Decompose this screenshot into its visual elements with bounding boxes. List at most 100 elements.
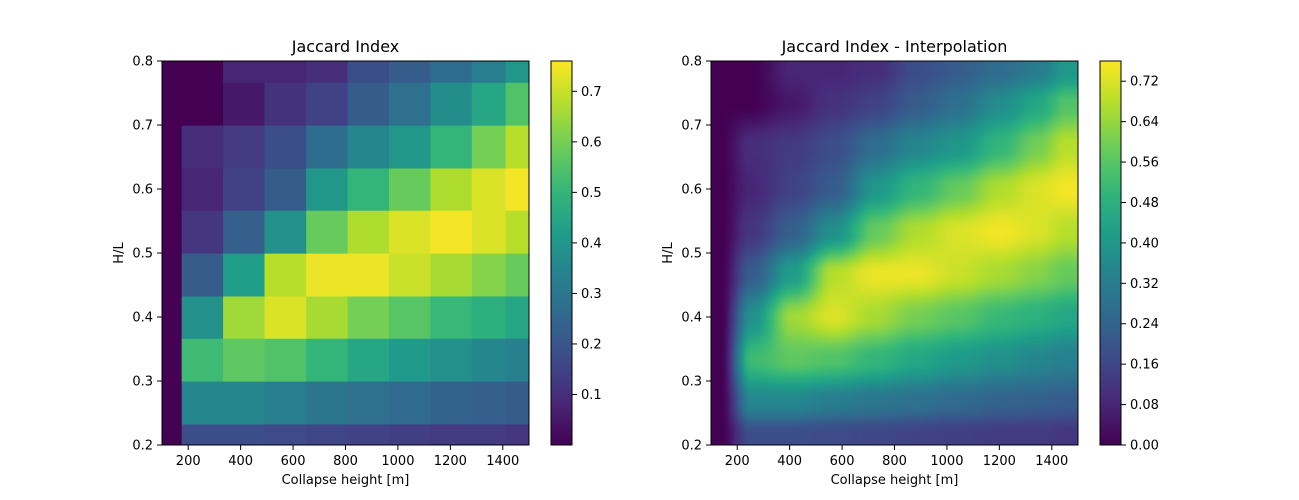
heatmap-cell xyxy=(471,338,507,382)
chart-title-right: Jaccard Index - Interpolation xyxy=(781,37,1008,56)
heatmap-cell xyxy=(306,338,349,382)
heatmap-cell xyxy=(430,82,473,126)
heatmap-cell xyxy=(430,381,473,425)
colorbar-tick-label: 0.00 xyxy=(1130,439,1159,454)
x-axis-left: 200 400 600 800 1000 1200 1400 xyxy=(176,445,519,469)
x-tick-label: 400 xyxy=(777,454,802,469)
heatmap-cell xyxy=(505,125,529,169)
heatmap-cell xyxy=(505,381,529,425)
heatmap-cell xyxy=(430,295,473,339)
colorbar-tick-label: 0.7 xyxy=(581,85,602,100)
heatmap-cell xyxy=(264,295,307,339)
heatmap-cell xyxy=(181,125,224,169)
heatmap-cell xyxy=(162,61,183,83)
colorbar-left: 0.1 0.2 0.3 0.4 0.5 0.6 0.7 xyxy=(550,60,602,446)
heatmap-cell xyxy=(347,295,390,339)
heatmap-right: Jaccard Index - Interpolation 200 400 600 8… xyxy=(661,37,1079,488)
heatmap-cell xyxy=(430,61,473,83)
x-tick-label: 200 xyxy=(176,454,201,469)
heatmap-cell xyxy=(471,253,507,297)
heatmap-cell xyxy=(389,82,432,126)
heatmap-cell xyxy=(389,253,432,297)
y-tick-label: 0.5 xyxy=(681,247,702,262)
x-tick-label: 400 xyxy=(228,454,253,469)
heatmap-cell xyxy=(347,61,390,83)
heatmap-cell xyxy=(306,125,349,169)
heatmap-cell xyxy=(223,167,266,211)
heatmap-cell xyxy=(264,82,307,126)
heatmap-cell xyxy=(430,125,473,169)
heatmap-cell xyxy=(471,210,507,254)
heatmap-cell xyxy=(264,381,307,425)
heatmap-cell xyxy=(306,381,349,425)
heatmap-cell xyxy=(162,253,183,297)
y-tick-label: 0.7 xyxy=(132,119,153,134)
heatmap-cell xyxy=(430,210,473,254)
heatmap-cell xyxy=(471,167,507,211)
heatmap-cell xyxy=(471,381,507,425)
heatmap-cell xyxy=(347,423,390,445)
x-tick-label: 1000 xyxy=(381,454,414,469)
heatmap-cell xyxy=(223,381,266,425)
heatmap-cell xyxy=(471,61,507,83)
y-tick-label: 0.4 xyxy=(132,311,153,326)
colorbar-tick-label: 0.24 xyxy=(1130,317,1159,332)
heatmap-cell xyxy=(264,338,307,382)
heatmap-cell xyxy=(223,125,266,169)
y-tick-label: 0.2 xyxy=(681,439,702,454)
heatmap-cell xyxy=(389,210,432,254)
x-axis-label-left: Collapse height [m] xyxy=(282,473,410,488)
heatmap-cell xyxy=(223,338,266,382)
heatmap-cell xyxy=(430,253,473,297)
heatmap-cell xyxy=(306,210,349,254)
colorbar-tick-label: 0.64 xyxy=(1130,115,1159,130)
colorbar-tick-label: 0.16 xyxy=(1130,358,1159,373)
colorbar-tick-label: 0.48 xyxy=(1130,196,1159,211)
heatmap-cell xyxy=(347,338,390,382)
heatmap-cell xyxy=(389,125,432,169)
heatmap-cell xyxy=(389,381,432,425)
heatmap-cell xyxy=(223,61,266,83)
heatmap-cell xyxy=(471,82,507,126)
heatmap-left: Jaccard Index 200 400 600 800 1000 1200 1400 0… xyxy=(112,37,530,488)
heatmap-cell xyxy=(264,61,307,83)
heatmap-cell xyxy=(223,423,266,445)
colorbar-gradient-right xyxy=(1100,61,1121,445)
x-axis-label-right: Collapse height [m] xyxy=(831,473,959,488)
heatmap-cell xyxy=(223,210,266,254)
y-tick-label: 0.5 xyxy=(132,247,153,262)
heatmap-cell xyxy=(347,381,390,425)
y-tick-label: 0.4 xyxy=(681,311,702,326)
heatmap-cell xyxy=(389,338,432,382)
x-tick-label: 600 xyxy=(830,454,855,469)
x-tick-label: 1400 xyxy=(1035,454,1068,469)
x-tick-label: 1200 xyxy=(983,454,1016,469)
heatmap-cell xyxy=(181,210,224,254)
heatmap-cell xyxy=(430,423,473,445)
heatmap-cell xyxy=(389,61,432,83)
heatmap-cell xyxy=(223,295,266,339)
x-tick-label: 1200 xyxy=(434,454,467,469)
heatmap-cell xyxy=(347,210,390,254)
heatmap-cell xyxy=(389,167,432,211)
heatmap-cell xyxy=(181,61,224,83)
x-tick-label: 800 xyxy=(333,454,358,469)
heatmap-cell xyxy=(505,61,529,83)
heatmap-cells-left xyxy=(162,61,529,445)
heatmap-cell xyxy=(306,295,349,339)
heatmap-cell xyxy=(347,167,390,211)
x-tick-label: 600 xyxy=(281,454,306,469)
heatmap-cell xyxy=(264,125,307,169)
heatmap-cell xyxy=(505,167,529,211)
heatmap-cell xyxy=(430,167,473,211)
colorbar-ticks-right: 0.00 0.08 0.16 0.24 0.32 0.40 0.48 0.56 0.64 0.72 xyxy=(1121,75,1159,454)
heatmap-cell xyxy=(505,82,529,126)
heatmap-cell xyxy=(162,210,183,254)
heatmap-cell xyxy=(471,423,507,445)
chart-title-left: Jaccard Index xyxy=(291,37,400,56)
heatmap-cell xyxy=(347,82,390,126)
y-tick-label: 0.6 xyxy=(681,183,702,198)
x-tick-label: 1000 xyxy=(930,454,963,469)
colorbar-ticks-left: 0.1 0.2 0.3 0.4 0.5 0.6 0.7 xyxy=(572,85,602,403)
colorbar-tick-label: 0.4 xyxy=(581,236,602,251)
